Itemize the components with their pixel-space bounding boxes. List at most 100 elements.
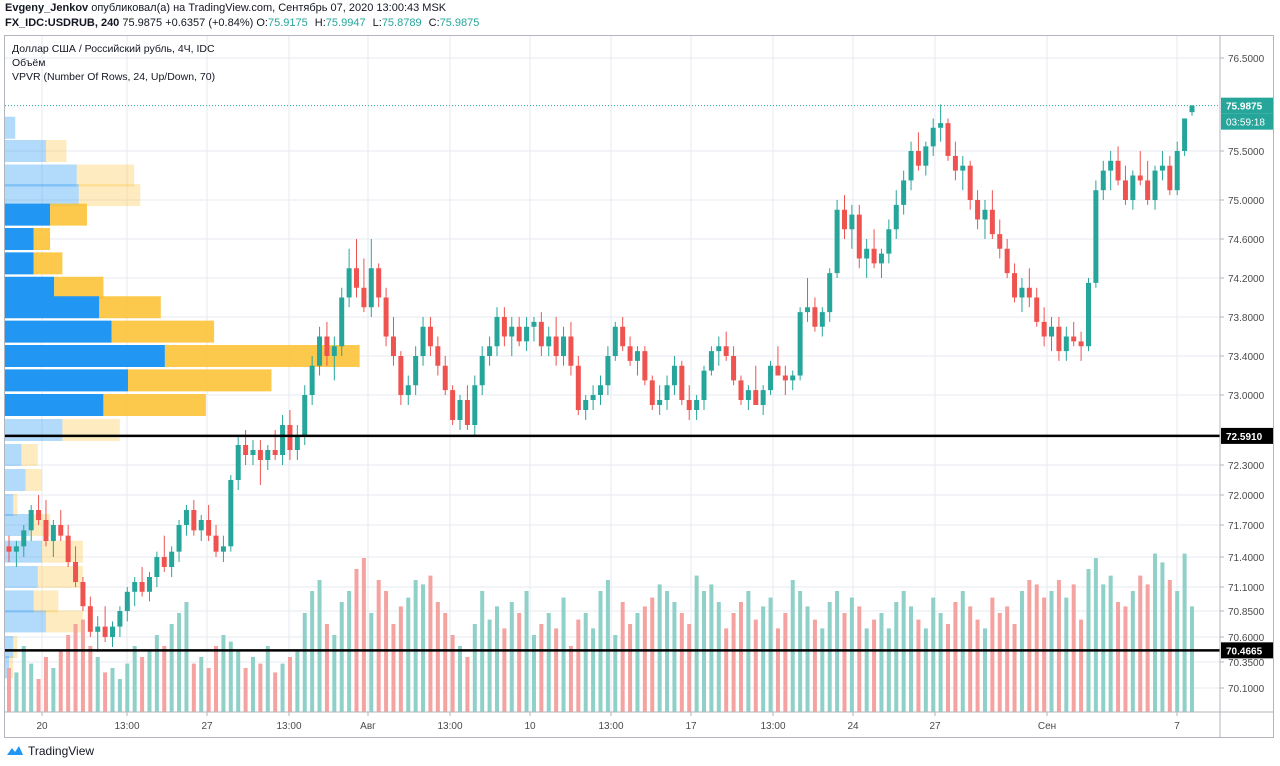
candle-body	[805, 307, 811, 313]
volume-bar	[125, 663, 130, 712]
y-tick-label: 70.8500	[1228, 607, 1265, 618]
volume-bar	[132, 646, 137, 712]
volume-bar	[812, 619, 817, 712]
vp-row-down	[111, 320, 215, 343]
candle-body	[1108, 160, 1114, 171]
volume-bar	[709, 584, 714, 712]
candle-body	[250, 450, 256, 455]
author-name[interactable]: Evgeny_Jenkov	[5, 2, 89, 14]
volume-bar	[628, 624, 633, 712]
candle-body	[464, 400, 470, 425]
candle-body	[649, 380, 655, 405]
level-tag-label: 72.5910	[1226, 432, 1263, 443]
volume-bar	[29, 663, 34, 712]
volume-bar	[591, 628, 596, 712]
candle-body	[1115, 160, 1121, 181]
candle-body	[738, 380, 744, 400]
volume-bar	[1071, 584, 1076, 712]
candle-body	[568, 336, 574, 366]
brand-name[interactable]: TradingView	[28, 744, 95, 758]
candle-body	[198, 520, 204, 531]
volume-bar	[169, 624, 174, 712]
volume-bar	[494, 606, 499, 712]
candle-body	[538, 321, 544, 347]
candle-body	[450, 390, 456, 420]
candle-body	[361, 287, 367, 308]
candle-body	[775, 365, 781, 376]
volume-bar	[842, 613, 847, 712]
volume-bar	[894, 602, 899, 712]
candle-body	[1145, 180, 1151, 200]
volume-bar	[258, 663, 263, 712]
volume-bar	[287, 657, 292, 712]
close-value: 75.9875	[439, 17, 480, 29]
candle-body	[1182, 118, 1188, 151]
price-labels: 75.9875 03:59:18 72.5910 70.4665	[1221, 97, 1273, 659]
candle-body	[28, 510, 34, 531]
last-price-tag	[1221, 97, 1273, 114]
volume-bar	[539, 624, 544, 712]
vp-row-down	[99, 296, 161, 319]
volume-bar	[339, 602, 344, 712]
x-axis-labels: 20 13:00 27 13:00 Авг 13:00 10 13:00 17 13:00 24 27…	[36, 712, 1180, 732]
volume-bar	[361, 558, 366, 712]
volume-bar	[376, 580, 381, 712]
vp-row-up	[5, 636, 14, 658]
y-tick-label: 71.4000	[1228, 553, 1265, 564]
volume-bar	[827, 602, 832, 712]
volume-bar	[775, 628, 780, 712]
candle-body	[679, 365, 685, 400]
candle-body	[598, 385, 603, 395]
candle-body	[50, 525, 56, 541]
close-label: C:	[428, 17, 440, 29]
volume-bar	[7, 668, 11, 712]
volume-bar	[369, 613, 374, 712]
low-value: 75.8789	[381, 17, 422, 29]
candle-body	[294, 435, 300, 450]
volume-bar	[191, 663, 196, 712]
volume-bar	[317, 580, 322, 712]
vp-row-up	[5, 469, 26, 491]
candle-body	[6, 546, 12, 552]
vp-row-up	[5, 369, 128, 392]
x-tick-label: 27	[929, 721, 941, 732]
candle-body	[154, 557, 160, 577]
volume-bar	[1160, 562, 1165, 712]
volume-bar	[398, 606, 403, 712]
candle-body	[368, 268, 374, 308]
volume-bar	[576, 619, 581, 712]
vp-row-down	[33, 228, 51, 250]
candle-body	[605, 356, 611, 386]
volume-bar	[1145, 584, 1150, 712]
x-tick-label: 17	[685, 721, 697, 732]
volume-bar	[1034, 584, 1039, 712]
vp-row-down	[128, 369, 272, 392]
candle-body	[398, 356, 404, 395]
candle-body	[753, 390, 759, 405]
candle-body	[1174, 151, 1180, 191]
candle-body	[827, 273, 833, 313]
volume-bar	[162, 646, 167, 712]
volume-bar	[413, 580, 418, 712]
candle-body	[989, 209, 995, 235]
candle-body	[1041, 321, 1047, 337]
volume-bar	[51, 668, 56, 712]
candle-body	[575, 365, 581, 410]
volume-bar	[228, 641, 233, 712]
candle-body	[413, 356, 419, 386]
candle-body	[694, 400, 700, 410]
volume-bar	[790, 580, 795, 712]
open-label: O:	[256, 17, 268, 29]
volume-bar	[465, 657, 470, 712]
candle-body	[967, 165, 973, 200]
candle-body	[819, 312, 825, 327]
candle-body	[457, 400, 463, 420]
volume-bar	[502, 628, 507, 712]
candle-body	[797, 312, 803, 376]
candle-body	[228, 480, 234, 547]
volume-bar	[872, 619, 877, 712]
tradingview-logo-icon	[7, 746, 23, 755]
volume-bar	[177, 613, 182, 712]
candle-body	[620, 326, 626, 347]
